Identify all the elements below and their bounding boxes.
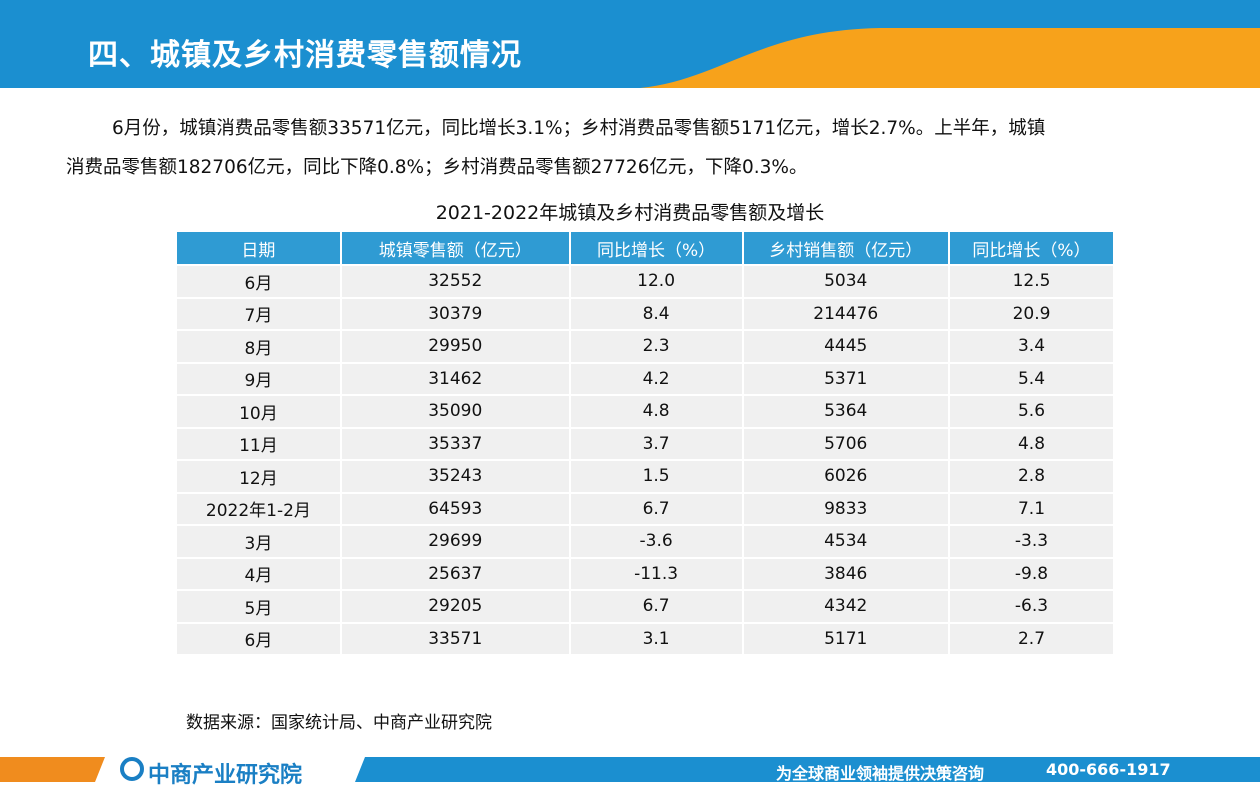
table-cell: 9833: [741, 491, 950, 526]
table-cell: 10月: [175, 394, 342, 429]
table-row: 10月 35090 4.8 5364 5.6: [175, 394, 1116, 429]
table-cell: 7.1: [947, 491, 1116, 526]
table-row: 12月 35243 1.5 6026 2.8: [175, 459, 1116, 494]
paragraph-line: 6月份，城镇消费品零售额33571亿元，同比增长3.1%；乡村消费品零售额517…: [112, 118, 1046, 139]
table-cell: 12.0: [568, 264, 744, 299]
table-cell: 4.2: [568, 361, 744, 396]
footer-orange: [0, 757, 105, 782]
footer-logo: 中商产业研究院: [148, 763, 303, 788]
table-cell: -11.3: [568, 556, 744, 591]
table-cell: 4.8: [947, 426, 1116, 461]
table-cell: 6.7: [568, 589, 744, 624]
table-cell: 4.8: [568, 394, 744, 429]
table-cell: 8月: [175, 329, 342, 364]
table-cell: 2022年1-2月: [175, 491, 342, 526]
table-cell: 25637: [339, 556, 571, 591]
table-cell: 3.1: [568, 621, 744, 656]
table-cell: 5706: [741, 426, 950, 461]
table-cell: -3.3: [947, 524, 1116, 559]
table-cell: 5034: [741, 264, 950, 299]
column-header: 同比增长（%）: [568, 230, 744, 266]
table-cell: 3846: [741, 556, 950, 591]
table-cell: 30379: [339, 296, 571, 331]
table-cell: 32552: [339, 264, 571, 299]
table-cell: 2.7: [947, 621, 1116, 656]
table-cell: 8.4: [568, 296, 744, 331]
column-header: 乡村销售额（亿元）: [741, 230, 950, 266]
data-table: 日期 城镇零售额（亿元） 同比增长（%） 乡村销售额（亿元） 同比增长（%） 6月 3255…: [175, 230, 1116, 656]
table-cell: 3.4: [947, 329, 1116, 364]
table-row: 5月 29205 6.7 4342 -6.3: [175, 589, 1116, 624]
table-cell: 20.9: [947, 296, 1116, 331]
source-note: 数据来源：国家统计局、中商产业研究院: [186, 713, 492, 733]
table-cell: 7月: [175, 296, 342, 331]
table-cell: 11月: [175, 426, 342, 461]
table-cell: -3.6: [568, 524, 744, 559]
footer-phone: 400-666-1917: [1046, 760, 1171, 779]
table-cell: 12.5: [947, 264, 1116, 299]
footer-band: [355, 757, 1260, 782]
table-cell: 33571: [339, 621, 571, 656]
header-row: 日期 城镇零售额（亿元） 同比增长（%） 乡村销售额（亿元） 同比增长（%）: [175, 230, 1116, 266]
logo-icon: [120, 757, 144, 781]
table-cell: 64593: [339, 491, 571, 526]
table-cell: -9.8: [947, 556, 1116, 591]
table-cell: 2.3: [568, 329, 744, 364]
table-row: 7月 30379 8.4 214476 20.9: [175, 296, 1116, 331]
table-row: 6月 32552 12.0 5034 12.5: [175, 264, 1116, 299]
table-cell: 6月: [175, 264, 342, 299]
table-cell: 4月: [175, 556, 342, 591]
table-cell: 214476: [741, 296, 950, 331]
table-cell: 6月: [175, 621, 342, 656]
table-cell: 5.4: [947, 361, 1116, 396]
table-cell: 12月: [175, 459, 342, 494]
table-cell: 4445: [741, 329, 950, 364]
table-cell: 5171: [741, 621, 950, 656]
table-cell: 9月: [175, 361, 342, 396]
table-cell: 3.7: [568, 426, 744, 461]
column-header: 日期: [175, 230, 342, 266]
table-row: 8月 29950 2.3 4445 3.4: [175, 329, 1116, 364]
header-title: 四、城镇及乡村消费零售额情况: [88, 38, 522, 73]
table-cell: 5364: [741, 394, 950, 429]
header-wave: [640, 28, 1260, 88]
footer-slogan: 为全球商业领袖提供决策咨询: [776, 764, 985, 783]
table-cell: 6.7: [568, 491, 744, 526]
table-cell: 4342: [741, 589, 950, 624]
table-cell: 6026: [741, 459, 950, 494]
table-cell: 5.6: [947, 394, 1116, 429]
table-cell: 31462: [339, 361, 571, 396]
table-cell: 35243: [339, 459, 571, 494]
table-row: 3月 29699 -3.6 4534 -3.3: [175, 524, 1116, 559]
table-cell: 1.5: [568, 459, 744, 494]
column-header: 同比增长（%）: [947, 230, 1116, 266]
table-cell: 2.8: [947, 459, 1116, 494]
table-title: 2021-2022年城镇及乡村消费品零售额及增长: [435, 202, 825, 224]
paragraph-line: 消费品零售额182706亿元，同比下降0.8%；乡村消费品零售额27726亿元，…: [66, 157, 808, 178]
table-cell: 5371: [741, 361, 950, 396]
table-row: 11月 35337 3.7 5706 4.8: [175, 426, 1116, 461]
table-cell: 29205: [339, 589, 571, 624]
table-cell: 35090: [339, 394, 571, 429]
table-cell: 5月: [175, 589, 342, 624]
table-row: 4月 25637 -11.3 3846 -9.8: [175, 556, 1116, 591]
table-cell: 35337: [339, 426, 571, 461]
table-cell: 4534: [741, 524, 950, 559]
column-header: 城镇零售额（亿元）: [339, 230, 571, 266]
table-cell: 29699: [339, 524, 571, 559]
table-row: 6月 33571 3.1 5171 2.7: [175, 621, 1116, 656]
table-row: 2022年1-2月 64593 6.7 9833 7.1: [175, 491, 1116, 526]
table-cell: 29950: [339, 329, 571, 364]
table-cell: 3月: [175, 524, 342, 559]
table-row: 9月 31462 4.2 5371 5.4: [175, 361, 1116, 396]
table-cell: -6.3: [947, 589, 1116, 624]
